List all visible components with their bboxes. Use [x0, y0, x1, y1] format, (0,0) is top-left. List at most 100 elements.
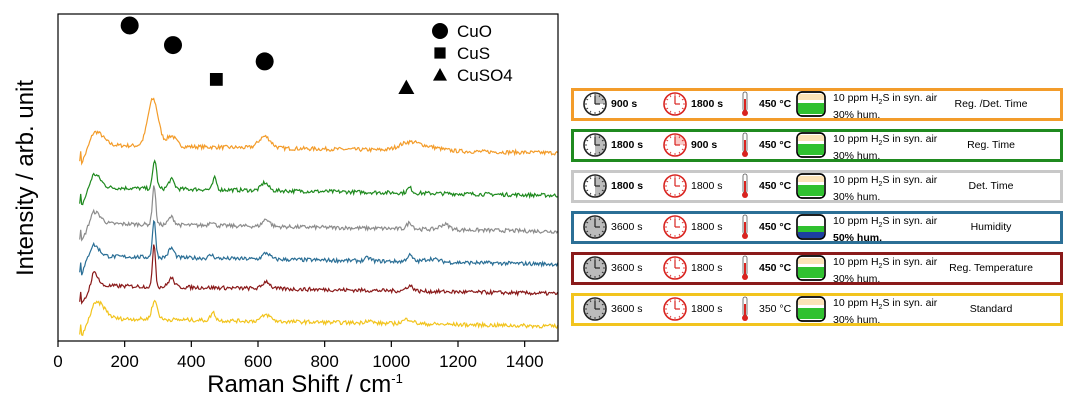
gas-composition: 10 ppm H2S in syn. air 30% hum.: [833, 174, 938, 204]
thermometer-icon: [740, 255, 750, 286]
gas-composition: 10 ppm H2S in syn. air 30% hum.: [833, 133, 938, 163]
legend-triangle-icon: [433, 68, 447, 81]
x-tick-label: 0: [53, 352, 62, 371]
chart-legend: CuO CuS CuSO4: [432, 22, 513, 85]
circle-marker: [164, 36, 182, 55]
x-tick-label: 1000: [372, 352, 410, 371]
spectrum-line-2: [79, 159, 558, 206]
gas-chamber-icon: [796, 255, 826, 286]
regeneration-clock-icon: [662, 173, 688, 204]
gas-composition: 10 ppm H2S in syn. air 30% hum.: [833, 92, 938, 122]
condition-row: 1800 s 1800 s 450 °C 10 ppm H2S in syn. …: [571, 170, 1063, 203]
temperature: 450 °C: [759, 262, 792, 274]
detection-time: 900 s: [611, 98, 638, 110]
detection-time: 3600 s: [611, 262, 643, 274]
spectrum-line-1: [79, 97, 559, 166]
regeneration-time: 1800 s: [691, 303, 723, 315]
legend-label: CuS: [457, 44, 490, 63]
gas-chamber-icon: [796, 296, 826, 327]
detection-clock-icon: [582, 132, 608, 163]
legend-square-icon: [434, 47, 446, 59]
gas-chamber-icon: [796, 91, 826, 122]
x-tick-label: 1200: [439, 352, 477, 371]
detection-clock-icon: [582, 173, 608, 204]
triangle-marker: [398, 79, 415, 94]
x-axis-ticks: 0 200 400 600 800 1000 1200 1400: [53, 341, 544, 371]
humidity: 30% hum.: [833, 109, 881, 122]
condition-legend-panel: 900 s 1800 s 450 °C 10 ppm H2S in syn. a…: [571, 88, 1063, 334]
series-layer: [79, 97, 559, 337]
detection-clock-icon: [582, 214, 608, 245]
detection-time: 1800 s: [611, 180, 644, 192]
thermometer-icon: [740, 173, 750, 204]
x-tick-label: 200: [110, 352, 138, 371]
gas-chamber-icon: [796, 132, 826, 163]
circle-marker: [120, 16, 139, 35]
thermometer-icon: [740, 91, 750, 122]
thermometer-icon: [740, 214, 750, 245]
detection-clock-icon: [582, 91, 608, 122]
legend-label: CuO: [457, 22, 492, 41]
spectrum-line-3: [79, 185, 559, 242]
condition-label: Reg. Temperature: [949, 262, 1033, 274]
x-tick-label: 400: [177, 352, 205, 371]
temperature: 350 °C: [759, 303, 792, 315]
x-tick-label: 600: [244, 352, 272, 371]
raman-chart: 0 200 400 600 800 1000 1200 1400 Raman Shift / …: [12, 13, 559, 397]
x-tick-label: 1400: [506, 352, 544, 371]
gas-composition: 10 ppm H2S in syn. air 50% hum.: [833, 215, 938, 245]
spectrum-line-6: [79, 299, 559, 337]
condition-row: 3600 s 1800 s 450 °C 10 ppm H2S in syn. …: [571, 211, 1063, 244]
detection-clock-icon: [582, 255, 608, 286]
temperature: 450 °C: [759, 98, 792, 110]
detection-clock-icon: [582, 296, 608, 327]
regeneration-time: 900 s: [691, 139, 718, 151]
spectrum-line-4: [79, 219, 559, 276]
spectrum-line-5: [79, 244, 559, 305]
regeneration-clock-icon: [662, 132, 688, 163]
plot-frame: [57, 13, 559, 342]
gas-chamber-icon: [796, 214, 826, 245]
detection-time: 1800 s: [611, 139, 644, 151]
detection-time: 3600 s: [611, 221, 643, 233]
humidity: 30% hum.: [833, 191, 881, 204]
regeneration-time: 1800 s: [691, 180, 723, 192]
regeneration-clock-icon: [662, 296, 688, 327]
thermometer-icon: [740, 296, 750, 327]
circle-marker: [255, 52, 274, 71]
condition-label: Reg. /Det. Time: [954, 98, 1028, 110]
temperature: 450 °C: [759, 139, 792, 151]
x-axis-label: Raman Shift / cm-1: [207, 371, 403, 397]
y-axis-label: Intensity / arb. unit: [12, 80, 39, 276]
regeneration-clock-icon: [662, 255, 688, 286]
peak-markers: [120, 16, 415, 94]
temperature: 450 °C: [759, 180, 792, 192]
condition-row: 3600 s 1800 s 450 °C 10 ppm H2S in syn. …: [571, 252, 1063, 285]
condition-label: Standard: [969, 303, 1013, 315]
regeneration-clock-icon: [662, 214, 688, 245]
regeneration-time: 1800 s: [691, 262, 723, 274]
x-tick-label: 800: [310, 352, 338, 371]
humidity: 30% hum.: [833, 150, 881, 163]
square-marker: [209, 73, 223, 86]
legend-label: CuSO4: [457, 66, 513, 85]
condition-label: Det. Time: [968, 180, 1014, 192]
condition-row: 900 s 1800 s 450 °C 10 ppm H2S in syn. a…: [571, 88, 1063, 121]
condition-row: 3600 s 1800 s 350 °C 10 ppm H2S in syn. …: [571, 293, 1063, 326]
gas-chamber-icon: [796, 173, 826, 204]
regeneration-clock-icon: [662, 91, 688, 122]
regeneration-time: 1800 s: [691, 221, 723, 233]
humidity: 50% hum.: [833, 232, 883, 245]
thermometer-icon: [740, 132, 750, 163]
temperature: 450 °C: [759, 221, 792, 233]
condition-label: Humidity: [970, 221, 1012, 233]
humidity: 30% hum.: [833, 314, 881, 327]
gas-composition: 10 ppm H2S in syn. air 30% hum.: [833, 256, 938, 286]
detection-time: 3600 s: [611, 303, 643, 315]
condition-label: Reg. Time: [967, 139, 1015, 151]
condition-row: 1800 s 900 s 450 °C 10 ppm H2S in syn. a…: [571, 129, 1063, 162]
legend-circle-icon: [432, 23, 448, 39]
gas-composition: 10 ppm H2S in syn. air 30% hum.: [833, 297, 938, 327]
humidity: 30% hum.: [833, 273, 881, 286]
regeneration-time: 1800 s: [691, 98, 724, 110]
